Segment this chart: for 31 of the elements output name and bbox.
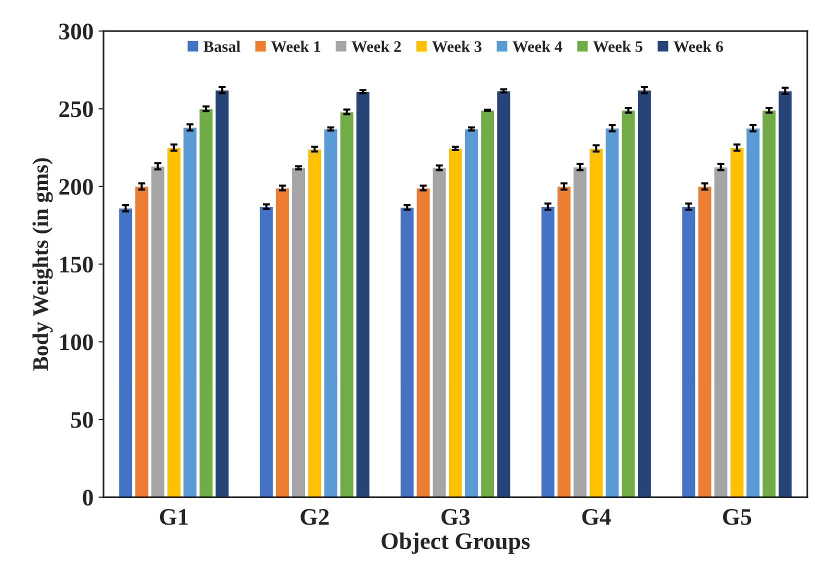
y-tick-label: 200 [59, 178, 93, 195]
bar [198, 108, 214, 498]
x-tick-label: G5 [722, 509, 752, 525]
legend-label: Week 5 [593, 40, 642, 52]
y-tick-label: 250 [59, 101, 93, 118]
y-tick-label: 50 [71, 412, 93, 428]
x-tick-label: G4 [582, 509, 611, 525]
y-tick-label: 300 [59, 24, 93, 40]
y-axis-title: Body Weights (in gms) [32, 158, 53, 371]
legend-label: Week 4 [512, 40, 562, 52]
legend-label: Basal [204, 40, 240, 52]
legend-label: Week 1 [271, 40, 320, 52]
bar [540, 206, 556, 498]
y-tick-label: 100 [60, 334, 93, 350]
x-tick-label: G3 [441, 509, 470, 525]
y-tick-label: 0 [82, 490, 93, 506]
bar [275, 188, 290, 498]
x-axis-title: Object Groups [382, 532, 530, 554]
bar [182, 127, 198, 498]
x-tick-label: G2 [300, 509, 329, 525]
bar [291, 167, 306, 498]
bar [556, 186, 572, 498]
bar [464, 128, 479, 498]
legend-label: Week 6 [674, 40, 724, 52]
bar [214, 90, 230, 498]
legend-label: Week 2 [352, 40, 401, 52]
bar [259, 206, 274, 498]
x-tick-label: G1 [160, 509, 188, 525]
bar [746, 128, 760, 498]
legend-label: Week 3 [432, 40, 482, 52]
y-tick-label: 150 [60, 256, 93, 273]
